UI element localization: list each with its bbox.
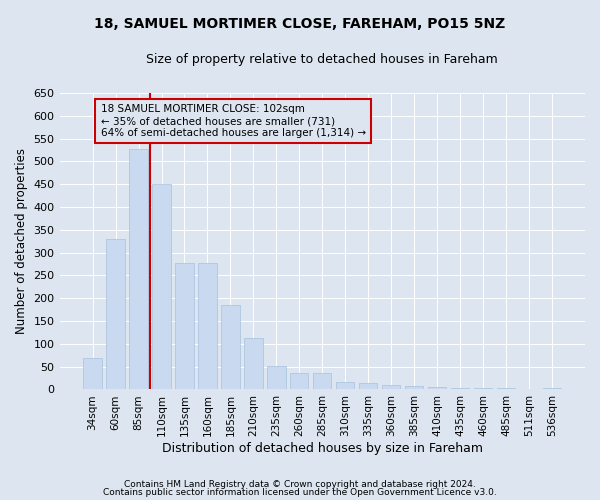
Text: Contains HM Land Registry data © Crown copyright and database right 2024.: Contains HM Land Registry data © Crown c… [124,480,476,489]
Text: 18, SAMUEL MORTIMER CLOSE, FAREHAM, PO15 5NZ: 18, SAMUEL MORTIMER CLOSE, FAREHAM, PO15… [94,18,506,32]
Bar [497,388,515,390]
Bar [405,386,424,390]
X-axis label: Distribution of detached houses by size in Fareham: Distribution of detached houses by size … [162,442,483,455]
Bar [382,385,400,390]
Bar [152,184,170,390]
Bar [451,388,469,390]
Bar [175,263,194,390]
Title: Size of property relative to detached houses in Fareham: Size of property relative to detached ho… [146,52,498,66]
Y-axis label: Number of detached properties: Number of detached properties [15,148,28,334]
Bar [130,149,148,390]
Bar [359,382,377,390]
Bar [83,358,102,390]
Bar [313,374,331,390]
Text: 18 SAMUEL MORTIMER CLOSE: 102sqm
← 35% of detached houses are smaller (731)
64% : 18 SAMUEL MORTIMER CLOSE: 102sqm ← 35% o… [101,104,366,138]
Text: Contains public sector information licensed under the Open Government Licence v3: Contains public sector information licen… [103,488,497,497]
Bar [106,239,125,390]
Bar [221,305,239,390]
Bar [198,263,217,390]
Bar [244,338,263,390]
Bar [290,374,308,390]
Bar [543,388,561,390]
Bar [428,387,446,390]
Bar [336,382,355,390]
Bar [474,388,492,390]
Bar [267,366,286,390]
